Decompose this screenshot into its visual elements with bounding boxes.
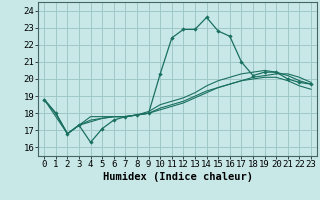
- X-axis label: Humidex (Indice chaleur): Humidex (Indice chaleur): [103, 172, 252, 182]
